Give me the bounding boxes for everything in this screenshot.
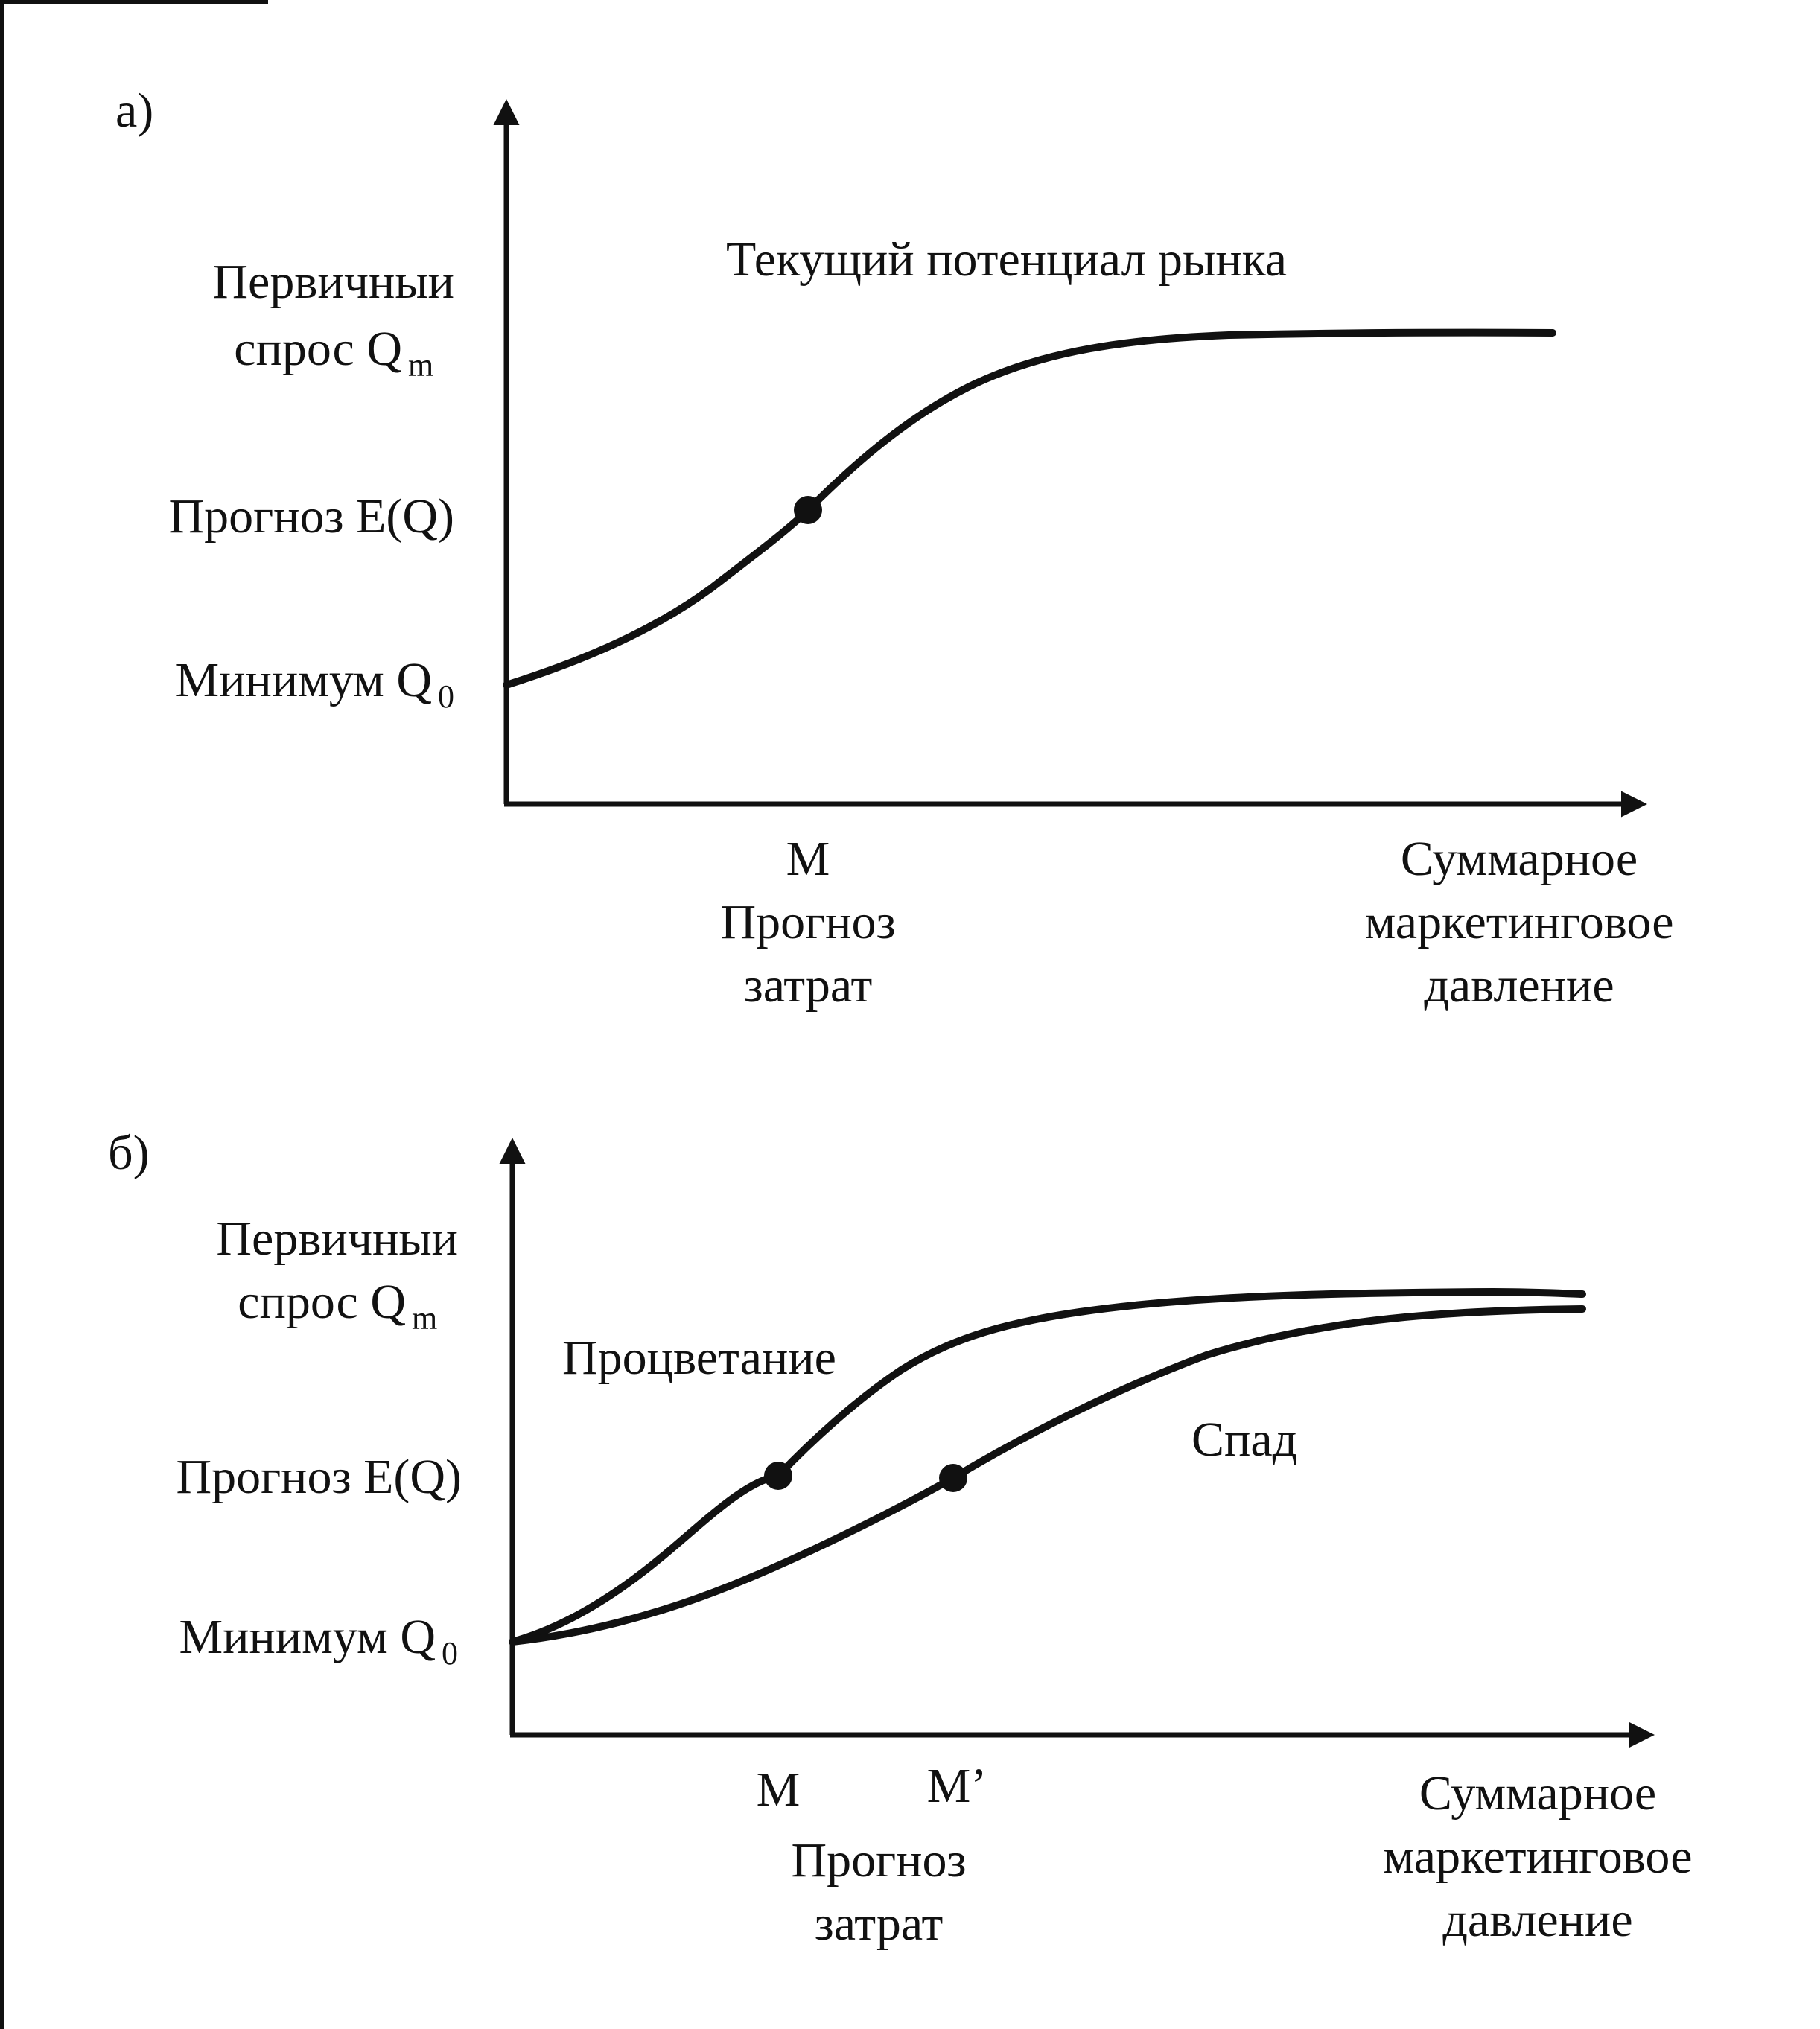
- panel-a-x-axis-label-line2: маркетинговое: [1364, 895, 1673, 949]
- panel-a-forecast-point: [794, 496, 822, 524]
- panel-b-q0-subscript: 0: [442, 1635, 458, 1672]
- panel-b-cost-forecast-line2: затрат: [815, 1896, 944, 1951]
- panel-a-qm-subscript: m: [408, 347, 433, 383]
- panel-b: б) Первичныи спрос Q m Прогноз E(Q) Мини…: [108, 1126, 1693, 1951]
- panel-a-curve-label: Текущий потенциал рынка: [726, 232, 1287, 287]
- panel-b-minimum-label: Минимум Q: [179, 1610, 436, 1664]
- panel-b-prosperity-point: [764, 1462, 792, 1490]
- panel-b-x-axis-label-line2: маркетинговое: [1383, 1829, 1692, 1884]
- panel-a-primary-demand-label-2: спрос Q: [234, 322, 402, 376]
- panel-b-primary-demand-label: Первичныи: [216, 1211, 458, 1266]
- panel-a-x-axis-label-line1: Суммарное: [1401, 832, 1638, 886]
- panel-b-recession-curve: [509, 1305, 1586, 1646]
- panel-a-market-potential-curve: [503, 328, 1556, 689]
- panel-b-x-axis-label-line1: Суммарное: [1419, 1766, 1656, 1821]
- panel-a-forecast-label: Прогноз E(Q): [168, 489, 454, 544]
- panel-a-minimum-label: Минимум Q: [176, 653, 432, 707]
- panel-b-m-label: M: [757, 1762, 801, 1817]
- panel-a-cost-forecast-line2: затрат: [744, 958, 873, 1013]
- panel-b-x-axis-label-line3: давление: [1442, 1893, 1632, 1947]
- panel-a-letter: a): [115, 83, 153, 138]
- panel-a: a) Первичныи спрос Q m Прогноз E(Q) Мини…: [115, 83, 1674, 1013]
- panel-b-m-prime-label: M’: [927, 1759, 987, 1813]
- panel-a-x-axis-label-line3: давление: [1424, 958, 1614, 1013]
- panel-a-q0-subscript: 0: [438, 678, 454, 715]
- panel-b-recession-point: [939, 1464, 967, 1492]
- panel-b-letter: б): [108, 1126, 150, 1180]
- panel-a-primary-demand-label: Первичныи: [212, 255, 454, 309]
- panel-b-qm-subscript: m: [412, 1300, 437, 1337]
- panel-b-recession-label: Спад: [1191, 1412, 1297, 1467]
- panel-b-primary-demand-label-2: спрос Q: [238, 1275, 406, 1329]
- panel-a-m-label: M: [786, 832, 830, 886]
- panel-a-cost-forecast-line1: Прогноз: [720, 895, 895, 949]
- panel-b-cost-forecast-line1: Прогноз: [791, 1833, 966, 1888]
- panel-b-prosperity-label: Процветание: [562, 1331, 836, 1385]
- panel-b-forecast-label: Прогноз E(Q): [176, 1450, 462, 1504]
- panel-b-prosperity-curve: [509, 1287, 1586, 1646]
